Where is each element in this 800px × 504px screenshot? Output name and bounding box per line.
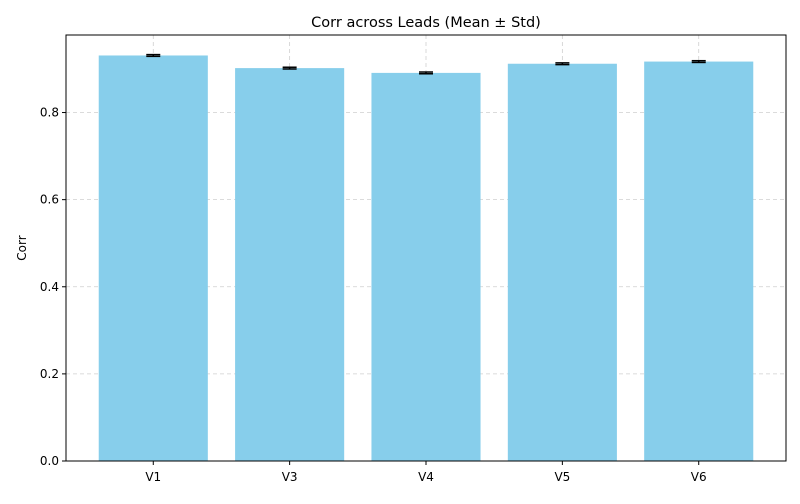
y-tick-label: 0.2: [40, 367, 59, 381]
x-tick-label: V5: [554, 470, 570, 484]
x-tick-label: V6: [691, 470, 707, 484]
error-bar-v1: [146, 53, 161, 58]
error-bar-v3: [282, 66, 297, 70]
bars: [98, 55, 754, 462]
x-tick-label: V3: [282, 470, 298, 484]
error-bar-v4: [419, 71, 433, 75]
x-tick-label: V1: [145, 470, 161, 484]
y-tick-label: 0.6: [40, 193, 59, 207]
x-axis-ticks: V1 V3 V4 V5 V6: [145, 461, 707, 484]
y-tick-label: 0.8: [40, 106, 59, 120]
y-axis-label: Corr: [15, 235, 29, 260]
y-tick-label: 0.0: [40, 454, 59, 468]
bar-v6: [644, 61, 754, 461]
bar-v4: [371, 72, 481, 462]
y-tick-label: 0.4: [40, 280, 59, 294]
bar-v5: [507, 63, 617, 461]
bar-v3: [235, 68, 345, 461]
bar-v1: [98, 55, 208, 462]
x-tick-label: V4: [418, 470, 434, 484]
chart-title: Corr across Leads (Mean ± Std): [311, 15, 541, 31]
error-bars: [146, 53, 706, 75]
y-axis-ticks: 0.0 0.2 0.4 0.6 0.8: [40, 106, 66, 468]
error-bar-v6: [691, 59, 706, 64]
error-bar-v5: [555, 62, 570, 66]
